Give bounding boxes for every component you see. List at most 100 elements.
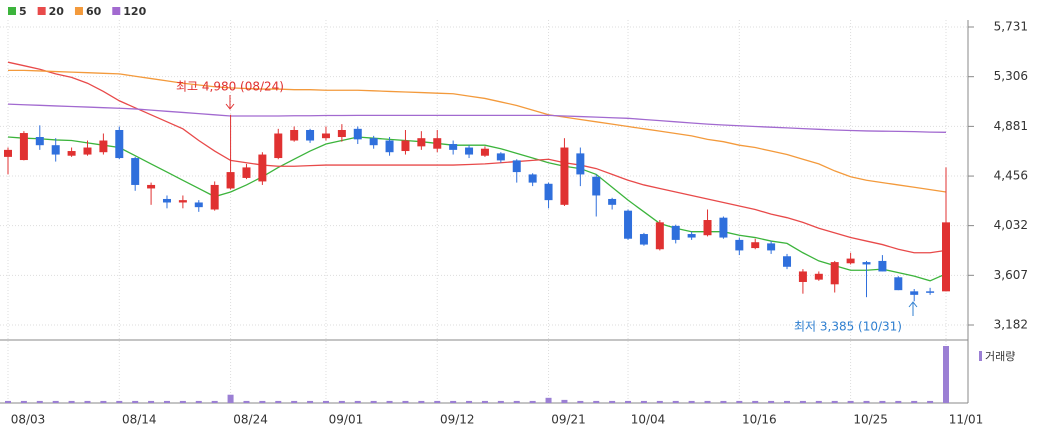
candle-body xyxy=(480,148,489,156)
volume-bar xyxy=(307,400,314,403)
candle-body xyxy=(51,145,60,155)
candle-body xyxy=(274,133,283,159)
candle-body xyxy=(703,220,712,236)
candle-body xyxy=(687,234,696,238)
candle-body xyxy=(878,260,887,272)
volume-bar xyxy=(561,399,568,403)
volume-bar xyxy=(418,400,425,403)
x-tick-label: 08/24 xyxy=(233,413,268,427)
volume-bar xyxy=(354,400,361,403)
volume-bar xyxy=(768,400,775,403)
y-tick-label: 5,306 xyxy=(994,69,1028,83)
candle-body xyxy=(942,222,950,292)
volume-bar xyxy=(195,400,202,403)
candle-body xyxy=(67,151,76,156)
volume-bar xyxy=(943,346,949,403)
candle-body xyxy=(35,137,44,146)
candle-body xyxy=(465,147,474,155)
candle-body xyxy=(608,198,617,205)
candle-body xyxy=(385,140,394,153)
volume-bar xyxy=(784,400,791,403)
y-tick-label: 5,731 xyxy=(994,20,1028,34)
volume-bar xyxy=(5,400,11,403)
candle-body xyxy=(624,210,633,239)
volume-bar xyxy=(36,400,43,403)
volume-bar xyxy=(386,400,393,403)
volume-bar xyxy=(545,397,552,403)
candle-body xyxy=(306,129,315,141)
x-tick-label: 09/01 xyxy=(329,413,364,427)
volume-bar xyxy=(259,400,266,403)
legend-label: 5 xyxy=(19,5,27,18)
volume-bar xyxy=(640,400,647,403)
candle-body xyxy=(496,153,505,161)
candle-body xyxy=(337,129,346,138)
candle-body xyxy=(99,140,108,153)
candle-body xyxy=(830,262,839,285)
candle-body xyxy=(544,183,553,201)
volume-bar xyxy=(625,400,632,403)
candle-body xyxy=(210,184,219,210)
candle-body xyxy=(560,147,569,205)
volume-bar xyxy=(831,400,838,403)
volume-bar xyxy=(609,400,616,403)
volume-bar xyxy=(927,400,934,403)
volume-bar xyxy=(815,400,822,403)
x-tick-label: 09/21 xyxy=(551,413,586,427)
volume-bar xyxy=(879,400,886,403)
volume-bar xyxy=(704,400,711,403)
volume-bar xyxy=(100,400,107,403)
volume-bar xyxy=(322,400,329,403)
candle-body xyxy=(369,138,378,146)
x-tick-label: 09/12 xyxy=(440,413,475,427)
volume-bar xyxy=(577,400,584,403)
volume-bar xyxy=(497,400,504,403)
candle-body xyxy=(592,176,601,196)
candle-body xyxy=(290,129,299,141)
volume-bar xyxy=(148,400,155,403)
volume-bar xyxy=(338,400,345,403)
candle-body xyxy=(178,200,187,203)
candle-body xyxy=(433,138,442,149)
volume-bar xyxy=(672,400,679,403)
volume-bar xyxy=(529,400,536,403)
candle-body xyxy=(417,138,426,147)
candle-body xyxy=(242,167,251,178)
candle-body xyxy=(783,256,792,267)
candle-body xyxy=(719,217,728,238)
legend-label: 20 xyxy=(49,5,65,18)
volume-label: 거래량 xyxy=(985,350,1015,363)
y-tick-label: 3,607 xyxy=(994,268,1028,282)
volume-bar xyxy=(895,400,902,403)
volume-bar xyxy=(84,400,91,403)
volume-bar xyxy=(132,400,139,403)
candle-body xyxy=(655,222,664,250)
volume-bar xyxy=(402,400,409,403)
candle-body xyxy=(115,129,124,159)
annotation-arrow xyxy=(908,301,918,316)
volume-bar xyxy=(911,400,918,403)
candle-body xyxy=(4,149,12,157)
volume-bar xyxy=(179,400,186,403)
volume-bar xyxy=(434,400,441,403)
volume-bar xyxy=(799,400,806,403)
candle-body xyxy=(147,184,156,189)
x-tick-label: 10/25 xyxy=(853,413,888,427)
candle-body xyxy=(19,133,28,161)
volume-bar xyxy=(513,400,520,403)
volume-bar xyxy=(116,400,123,403)
volume-bar xyxy=(847,400,854,403)
candle-body xyxy=(321,133,330,139)
ma-line xyxy=(7,61,947,254)
candle-body xyxy=(401,140,410,152)
candle-body xyxy=(528,174,537,183)
volume-bar xyxy=(656,400,663,403)
annotation: 최저 3,385 (10/31) xyxy=(794,320,902,334)
volume-bar xyxy=(720,400,727,403)
legend-swatch xyxy=(37,7,46,15)
candle-body xyxy=(576,153,585,175)
volume-bar xyxy=(20,400,27,403)
x-tick-label: 10/04 xyxy=(631,413,666,427)
volume-bar xyxy=(481,400,488,403)
